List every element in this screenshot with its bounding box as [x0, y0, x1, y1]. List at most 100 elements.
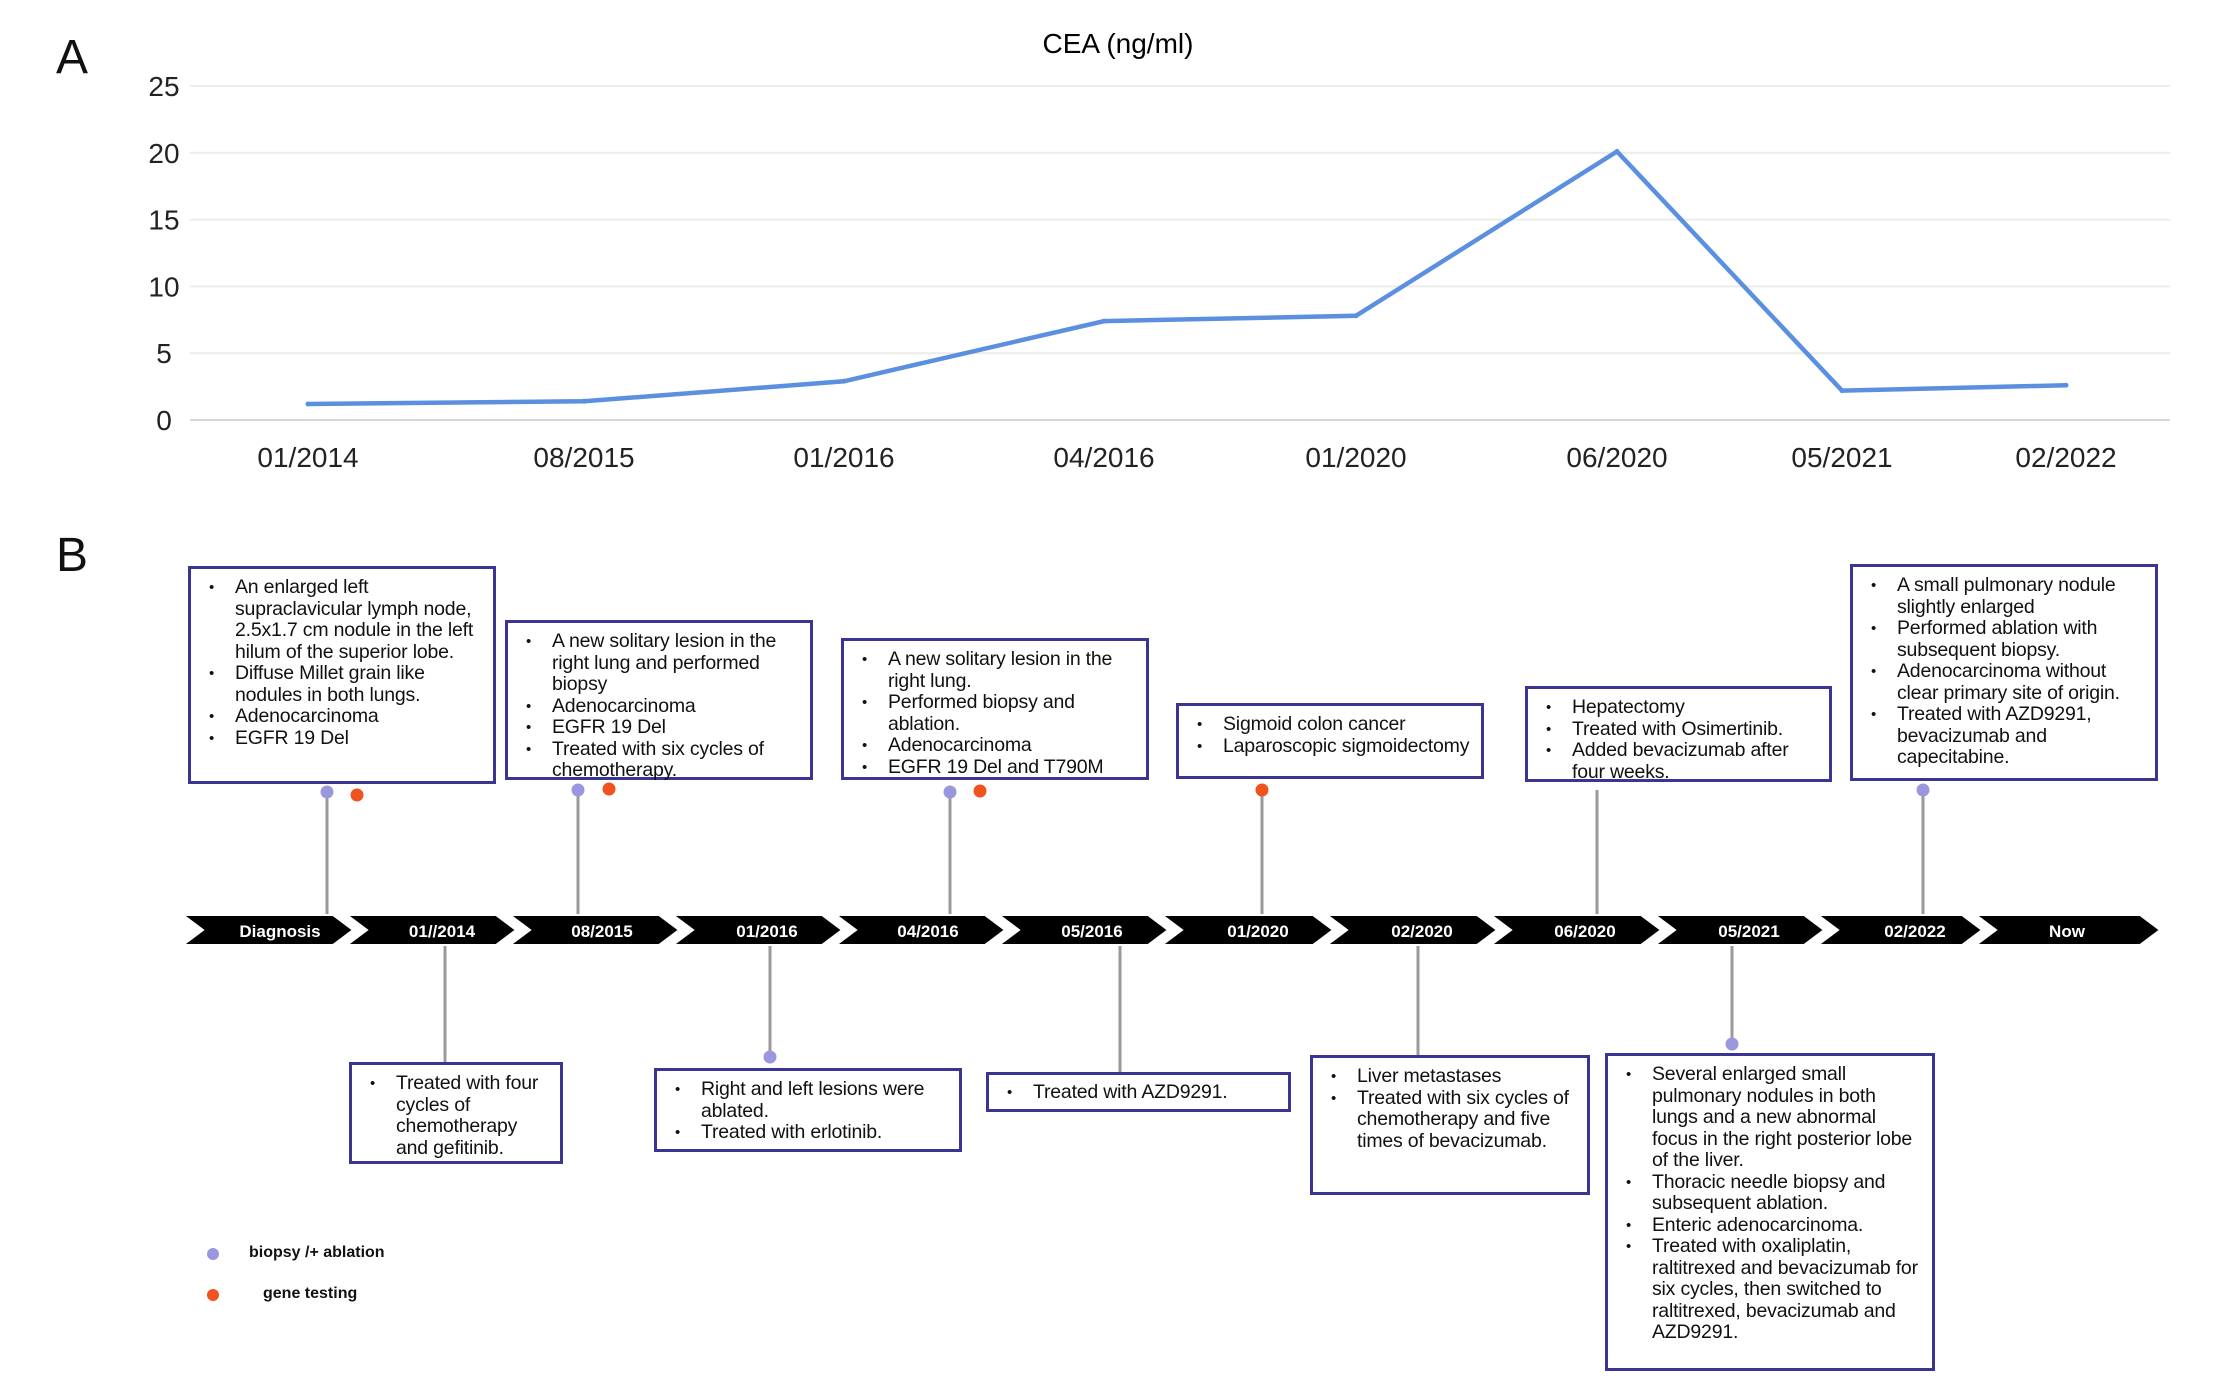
event-text: Treated with oxaliplatin, raltitrexed an…: [1626, 1235, 1922, 1344]
event-text: Treated with AZD9291.: [1007, 1081, 1278, 1104]
x-tick-label: 08/2015: [533, 442, 634, 473]
legend-biopsy-label: biopsy /+ ablation: [249, 1244, 385, 1261]
event-text: Liver metastases: [1331, 1065, 1577, 1088]
event-text: Performed ablation with subsequent biops…: [1871, 617, 2145, 661]
milestone-label: 01/2016: [736, 922, 797, 941]
milestone-label: 05/2016: [1061, 922, 1122, 941]
milestone-label: Now: [2049, 922, 2086, 941]
milestone-label: 04/2016: [897, 922, 958, 941]
milestone-label: 02/2020: [1391, 922, 1452, 941]
y-axis-ticks: 0 5 10 15 20 25: [148, 71, 179, 436]
milestone-label: Diagnosis: [239, 922, 320, 941]
x-tick-label: 04/2016: [1053, 442, 1154, 473]
timeline-arrow: Diagnosis 01//2014 08/2015 01/2016 04/2016 05…: [180, 914, 2162, 946]
event-text: Adenocarcinoma: [526, 695, 800, 718]
cea-data-point: [1353, 313, 1359, 319]
timeline-segment: [996, 914, 1170, 946]
x-tick-label: 01/2014: [257, 442, 358, 473]
event-text: EGFR 19 Del and T790M: [862, 756, 1136, 779]
biopsy-marker: [763, 1050, 777, 1064]
gene-testing-marker: [350, 788, 364, 802]
event-box-08-2015: A new solitary lesion in the right lung …: [505, 620, 813, 782]
timeline-segment: [1815, 914, 1984, 946]
cea-data-point: [1614, 148, 1620, 154]
event-text: Right and left lesions were ablated.: [675, 1078, 949, 1122]
event-box-01-2020: Sigmoid colon cancer Laparoscopic sigmoi…: [1176, 703, 1484, 779]
milestone-label: 01//2014: [409, 922, 476, 941]
x-tick-label: 01/2016: [793, 442, 894, 473]
timeline-segment: [1973, 914, 2162, 946]
y-tick-label: 0: [156, 405, 172, 436]
event-text: Added bevacizumab after four weeks.: [1546, 739, 1819, 783]
event-box-01-2016: Right and left lesions were ablated. Tre…: [654, 1068, 962, 1152]
legend-biopsy-marker: [207, 1248, 219, 1260]
x-axis-ticks: 01/2014 08/2015 01/2016 04/2016 01/2020 06/20…: [257, 442, 2116, 473]
event-text: Diffuse Millet grain like nodules in bot…: [209, 662, 483, 706]
gene-testing-marker: [602, 782, 616, 796]
timeline-segment: [670, 914, 844, 946]
biopsy-marker: [1916, 783, 1930, 797]
cea-series-line: [307, 148, 2067, 407]
y-tick-label: 20: [148, 138, 179, 169]
y-tick-label: 10: [148, 271, 179, 302]
cea-data-point: [841, 378, 847, 384]
milestone-label: 05/2021: [1718, 922, 1779, 941]
event-text: Sigmoid colon cancer: [1197, 713, 1471, 736]
event-text: Adenocarcinoma: [862, 734, 1136, 757]
event-box-02-2022: A small pulmonary nodule slightly enlarg…: [1850, 564, 2158, 781]
y-tick-label: 5: [156, 338, 172, 369]
panel-b-label: B: [56, 529, 89, 582]
cea-data-point: [581, 398, 587, 404]
biopsy-marker: [571, 783, 585, 797]
event-text: Treated with Osimertinib.: [1546, 718, 1819, 741]
event-text: Treated with erlotinib.: [675, 1121, 949, 1144]
milestone-label: 01/2020: [1227, 922, 1288, 941]
event-text: Adenocarcinoma: [209, 705, 483, 728]
milestone-label: 06/2020: [1554, 922, 1615, 941]
biopsy-marker: [320, 785, 334, 799]
cea-data-point: [1101, 318, 1107, 324]
event-box-diagnosis: An enlarged left supraclavicular lymph n…: [188, 566, 496, 784]
chart-title: CEA (ng/ml): [1043, 28, 1194, 59]
milestone-label: 02/2022: [1884, 922, 1945, 941]
y-tick-label: 15: [148, 205, 179, 236]
event-text: An enlarged left supraclavicular lymph n…: [209, 576, 483, 663]
biopsy-marker: [943, 785, 957, 799]
x-tick-label: 02/2022: [2015, 442, 2116, 473]
cea-data-point: [1839, 388, 1845, 394]
gene-testing-marker: [973, 784, 987, 798]
gene-testing-marker: [1255, 783, 1269, 797]
event-box-06-2020: Hepatectomy Treated with Osimertinib. Ad…: [1525, 686, 1832, 782]
milestone-label: 08/2015: [571, 922, 632, 941]
event-text: EGFR 19 Del: [526, 716, 800, 739]
gridlines: [190, 85, 2170, 421]
timeline-segment: [344, 914, 518, 946]
biopsy-marker: [1725, 1037, 1739, 1051]
event-box-05-2016: Treated with AZD9291.: [986, 1072, 1291, 1112]
timeline-segment: [1652, 914, 1826, 946]
event-text: Enteric adenocarcinoma.: [1626, 1214, 1922, 1237]
timeline-segment: [1488, 914, 1663, 946]
event-box-01-2014: Treated with four cycles of chemotherapy…: [349, 1062, 563, 1164]
event-box-04-2016: A new solitary lesion in the right lung.…: [841, 638, 1149, 780]
x-tick-label: 01/2020: [1305, 442, 1406, 473]
x-tick-label: 06/2020: [1566, 442, 1667, 473]
panel-a-label: A: [56, 31, 89, 84]
event-text: Treated with six cycles of chemotherapy …: [1331, 1087, 1577, 1153]
legend-gene-marker: [207, 1289, 219, 1301]
timeline-segment: [1159, 914, 1335, 946]
event-box-05-2021: Several enlarged small pulmonary nodules…: [1605, 1053, 1935, 1371]
event-text: Laparoscopic sigmoidectomy: [1197, 735, 1471, 758]
event-text: Treated with six cycles of chemotherapy.: [526, 738, 800, 782]
legend-gene-label: gene testing: [263, 1285, 358, 1302]
event-text: Hepatectomy: [1546, 696, 1819, 719]
event-text: Several enlarged small pulmonary nodules…: [1626, 1063, 1922, 1172]
event-text: Treated with four cycles of chemotherapy…: [370, 1072, 550, 1159]
timeline-segment: [507, 914, 681, 946]
event-text: A new solitary lesion in the right lung.: [862, 648, 1136, 692]
event-text: Performed biopsy and ablation.: [862, 691, 1136, 735]
timeline-segment: [833, 914, 1007, 946]
x-tick-label: 05/2021: [1791, 442, 1892, 473]
cea-data-point: [305, 401, 311, 407]
